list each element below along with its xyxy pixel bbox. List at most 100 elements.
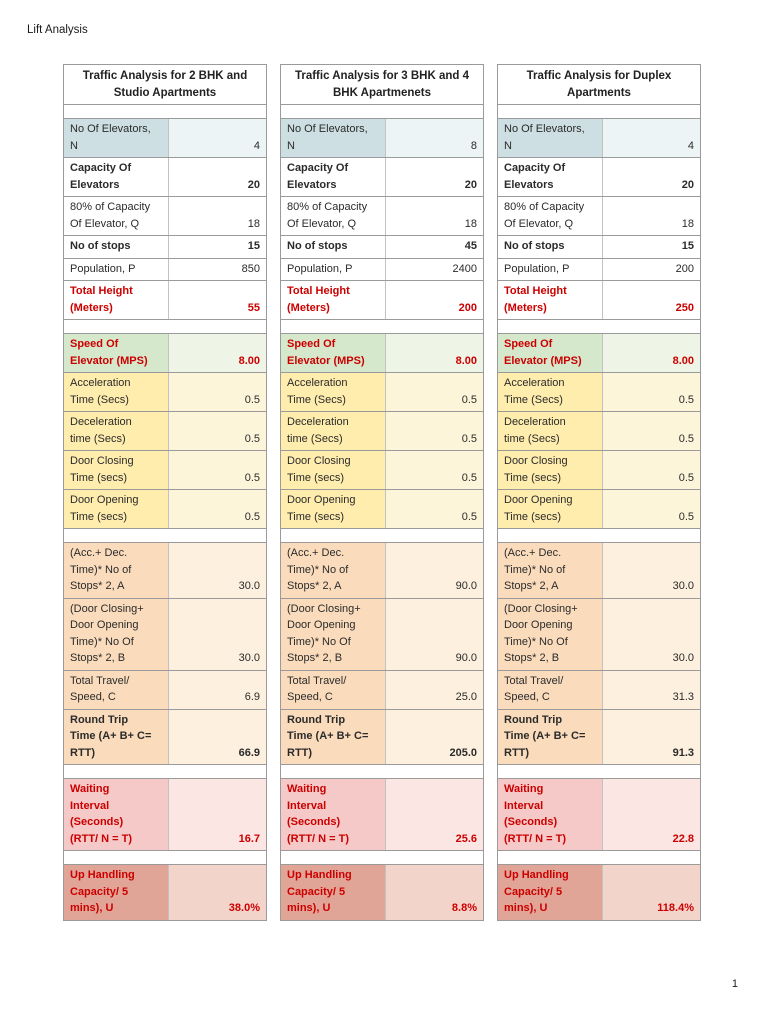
table-row: 80% of Capacity Of Elevator, Q 18 [281,197,483,237]
table-row: Speed Of Elevator (MPS) 8.00 [64,334,266,374]
table-row: Acceleration Time (Secs) 0.5 [498,373,700,413]
row-label: (Acc.+ Dec. Time)* No of Stops* 2, A [281,543,385,598]
row-label: Acceleration Time (Secs) [64,373,168,412]
row-label: (Door Closing+ Door Opening Time)* No Of… [498,598,602,670]
table-title: Traffic Analysis for 2 BHK and Studio Ap… [64,65,266,106]
row-label: Deceleration time (Secs) [498,412,602,451]
row-value: 15 [168,236,266,258]
table-row: (Acc.+ Dec. Time)* No of Stops* 2, A 90.0 [281,543,483,599]
row-value: 55 [168,281,266,320]
row-label: Capacity Of Elevators [504,162,566,191]
row-label: Acceleration Time (Secs) [281,373,385,412]
table-row: No of stops 15 [498,236,700,259]
spacer-row [498,320,700,335]
table-row: (Door Closing+ Door Opening Time)* No Of… [498,598,700,671]
tables-area: Traffic Analysis for 2 BHK and Studio Ap… [63,64,703,921]
row-value: 22.8 [602,779,700,851]
row-label: Total Height (Meters) [70,285,133,314]
spacer-row [498,105,700,120]
row-value: 30.0 [602,598,700,670]
row-label: Up Handling Capacity/ 5 mins), U [64,865,168,920]
row-label: Round Trip Time (A+ B+ C= RTT) [498,709,602,765]
row-value: 200 [385,281,483,320]
row-value: 18 [385,197,483,236]
row-value: 16.7 [168,779,266,851]
table-row: Waiting Interval (Seconds) (RTT/ N = T) 2… [281,779,483,852]
row-label: No of stops [287,240,348,253]
table-row: Round Trip Time (A+ B+ C= RTT) 205.0 [281,709,483,766]
table-row: Up Handling Capacity/ 5 mins), U 38.0% [64,865,266,920]
table-row: Total Height (Meters) 250 [498,281,700,321]
table-row: Population, P 2400 [281,258,483,282]
table-row: Total Height (Meters) 200 [281,281,483,321]
row-label: Waiting Interval (Seconds) (RTT/ N = T) [64,779,168,851]
row-label: Speed Of Elevator (MPS) [498,334,602,373]
row-label: Capacity Of Elevators [287,162,349,191]
row-label: Door Closing Time (secs) [64,451,168,490]
row-value: 0.5 [168,412,266,451]
row-value: 30.0 [168,543,266,598]
row-value: 90.0 [385,598,483,670]
row-label: Population, P [287,262,353,275]
row-label: Acceleration Time (Secs) [498,373,602,412]
row-label: Speed Of Elevator (MPS) [281,334,385,373]
row-label: (Acc.+ Dec. Time)* No of Stops* 2, A [498,543,602,598]
table-row: Speed Of Elevator (MPS) 8.00 [281,334,483,374]
spacer-row [64,765,266,780]
table-row: Door Closing Time (secs) 0.5 [281,451,483,491]
row-label: No Of Elevators, N [281,119,385,158]
row-value: 0.5 [385,373,483,412]
table-row: Door Closing Time (secs) 0.5 [64,451,266,491]
table-row: Door Opening Time (secs) 0.5 [281,490,483,530]
row-label: No Of Elevators, N [64,119,168,158]
table-row: Waiting Interval (Seconds) (RTT/ N = T) 2… [498,779,700,852]
table-row: Total Travel/ Speed, C 25.0 [281,670,483,710]
row-value: 18 [602,197,700,236]
row-value: 0.5 [385,490,483,529]
row-value: 25.6 [385,779,483,851]
table-row: (Acc.+ Dec. Time)* No of Stops* 2, A 30.0 [498,543,700,599]
table-row: Door Opening Time (secs) 0.5 [64,490,266,530]
row-value: 250 [602,281,700,320]
row-value: 8.8% [385,865,483,920]
row-label: No of stops [504,240,565,253]
row-value: 4 [168,119,266,158]
table-row: Up Handling Capacity/ 5 mins), U 118.4% [498,865,700,920]
row-label: Up Handling Capacity/ 5 mins), U [281,865,385,920]
row-label: Deceleration time (Secs) [281,412,385,451]
row-value: 18 [168,197,266,236]
table-row: Capacity Of Elevators 20 [64,158,266,198]
table-row: Capacity Of Elevators 20 [498,158,700,198]
table-row: Acceleration Time (Secs) 0.5 [281,373,483,413]
row-value: 0.5 [602,490,700,529]
row-value: 25.0 [385,670,483,709]
table-row: Door Opening Time (secs) 0.5 [498,490,700,530]
table-row: Round Trip Time (A+ B+ C= RTT) 91.3 [498,709,700,766]
table-row: (Acc.+ Dec. Time)* No of Stops* 2, A 30.0 [64,543,266,599]
row-value: 200 [602,258,700,281]
row-label: Speed Of Elevator (MPS) [64,334,168,373]
table-row: Deceleration time (Secs) 0.5 [498,412,700,452]
row-value: 0.5 [602,412,700,451]
row-value: 205.0 [385,709,483,765]
table-title: Traffic Analysis for 3 BHK and 4 BHK Apa… [281,65,483,106]
table-row: Round Trip Time (A+ B+ C= RTT) 66.9 [64,709,266,766]
table-row: (Door Closing+ Door Opening Time)* No Of… [281,598,483,671]
spacer-row [64,320,266,335]
row-value: 4 [602,119,700,158]
row-value: 0.5 [602,373,700,412]
row-value: 90.0 [385,543,483,598]
row-label: 80% of Capacity Of Elevator, Q [504,201,585,230]
row-value: 30.0 [168,598,266,670]
row-label: Door Opening Time (secs) [281,490,385,529]
row-label: Population, P [504,262,570,275]
analysis-table-3: Traffic Analysis for Duplex Apartments No… [497,64,701,921]
table-row: Waiting Interval (Seconds) (RTT/ N = T) 1… [64,779,266,852]
row-label: 80% of Capacity Of Elevator, Q [70,201,151,230]
row-label: No Of Elevators, N [498,119,602,158]
row-label: Total Travel/ Speed, C [64,670,168,709]
table-row: No of stops 15 [64,236,266,259]
row-value: 8.00 [385,334,483,373]
